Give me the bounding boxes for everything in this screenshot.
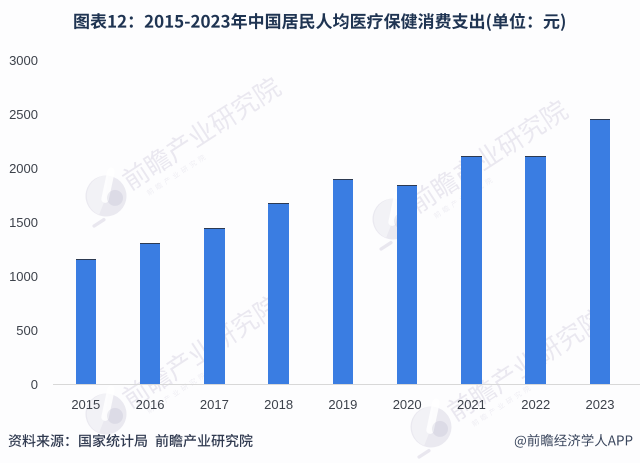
branding-art-glyphs: [514, 433, 633, 448]
watermark: [69, 283, 291, 450]
source-note-art: [8, 433, 253, 447]
x-tick-label-2021: 2021: [456, 396, 486, 412]
bar-2023: [589, 118, 611, 385]
bar-2016: [139, 243, 161, 385]
y-tick-label-0: 0: [30, 377, 38, 392]
y-tick-label-500: 500: [16, 323, 38, 338]
y-tick-label-1000: 1000: [9, 269, 38, 284]
bar-2022: [525, 155, 547, 385]
watermark: [69, 65, 291, 232]
x-tick-label-2016: 2016: [135, 396, 165, 412]
x-tick-label-2017: 2017: [199, 396, 229, 412]
title-art-glyphs: [74, 13, 566, 32]
bar-2019: [332, 179, 354, 385]
bar-2015: [75, 258, 97, 385]
x-tick-label-2019: 2019: [328, 396, 358, 412]
y-tick-label-2500: 2500: [9, 107, 38, 122]
chart-title: 图表12：2015-2023年中国居民人均医疗保健消费支出(单位：元): [0, 0, 640, 38]
bar-2020: [396, 185, 418, 385]
y-tick-label-2000: 2000: [9, 161, 38, 176]
source-note-art-glyphs: [8, 433, 253, 447]
branding-art: [514, 433, 633, 448]
bar-2021: [461, 156, 482, 385]
bar-2018: [268, 202, 289, 385]
x-tick-label-2020: 2020: [392, 396, 422, 412]
x-tick-label-2018: 2018: [264, 396, 294, 412]
y-tick-label-1500: 1500: [9, 215, 38, 230]
x-tick-label-2023: 2023: [585, 396, 615, 412]
y-tick-label-3000: 3000: [9, 53, 38, 68]
title-art: [74, 13, 566, 32]
x-tick-label-2015: 2015: [71, 396, 101, 412]
x-tick-label-2022: 2022: [521, 396, 551, 412]
bar-2017: [204, 227, 225, 385]
